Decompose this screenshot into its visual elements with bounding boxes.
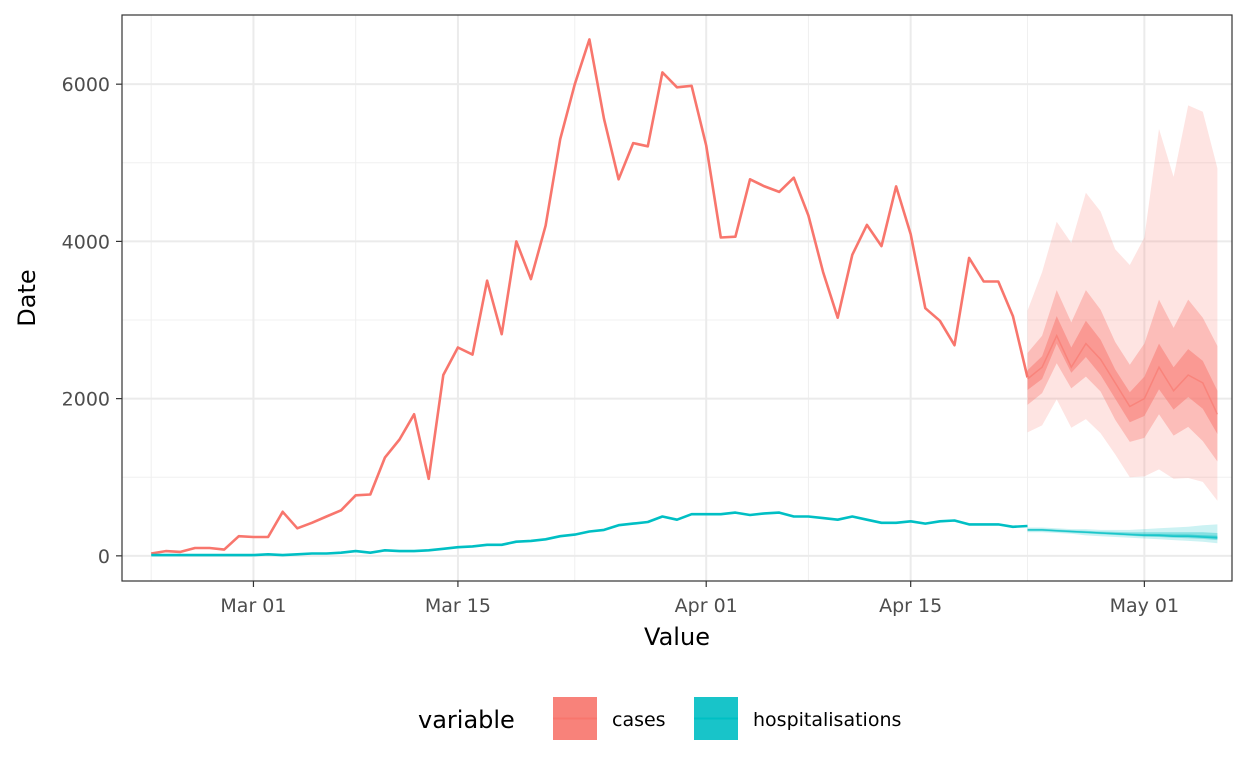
x-tick-label: Apr 01 (675, 595, 738, 617)
cases-forecast-median-line (1027, 333, 1219, 415)
y-tick-label: 2000 (62, 389, 110, 411)
y-tick-label: 4000 (62, 231, 110, 253)
series-lines (150, 38, 1029, 557)
cases-series-line (150, 38, 1029, 555)
cases-forecast-30-band (1027, 316, 1218, 434)
panel-border (121, 14, 1233, 582)
cases-forecast-50-band (1027, 290, 1218, 462)
hospitalisations-forecast-median-line (1027, 529, 1218, 539)
x-tick-label: Apr 15 (879, 595, 942, 617)
x-axis: Mar 01 Mar 15 Apr 01 Apr 15 May 01 (220, 581, 1179, 617)
y-tick-label: 0 (98, 546, 110, 568)
plot-panel (121, 14, 1233, 582)
legend-label-cases: cases (612, 709, 666, 731)
minor-gridlines (122, 15, 1232, 581)
hospitalisations-series-line (151, 511, 1028, 557)
panel-background (122, 15, 1232, 581)
x-tick-label: Mar 15 (425, 595, 491, 617)
y-tick-label: 6000 (62, 74, 110, 96)
legend-label-hospitalisations: hospitalisations (753, 709, 901, 731)
x-tick-label: May 01 (1110, 595, 1180, 617)
y-axis-title: Date (13, 269, 41, 326)
major-gridlines (122, 15, 1232, 581)
legend: variable cases hospitalisations (418, 697, 901, 740)
x-tick-label: Mar 01 (220, 595, 286, 617)
legend-title: variable (418, 706, 515, 734)
forecast-bands (1027, 105, 1219, 544)
legend-entries: cases hospitalisations (553, 697, 901, 740)
y-axis: 0 2000 4000 6000 (62, 74, 122, 568)
x-axis-title: Value (644, 623, 710, 651)
